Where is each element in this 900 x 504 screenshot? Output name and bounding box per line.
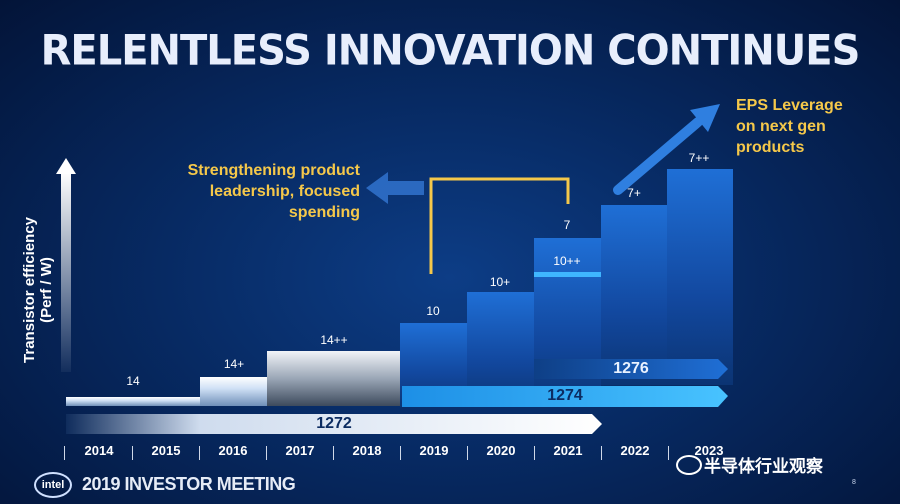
y-axis-arrow-icon bbox=[56, 158, 76, 174]
node-cap-10plusplus bbox=[534, 272, 601, 277]
event-name: 2019 INVESTOR MEETING bbox=[82, 474, 296, 494]
year-separator bbox=[132, 446, 133, 460]
year-label: 2016 bbox=[218, 443, 248, 458]
node-label-14: 14 bbox=[126, 374, 140, 388]
node-bar-7plus bbox=[601, 205, 667, 385]
year-label: 2015 bbox=[151, 443, 181, 458]
wechat-icon bbox=[676, 455, 702, 475]
roadmap-arrow-1272 bbox=[66, 414, 602, 434]
page-number: 8 bbox=[852, 479, 856, 486]
node-bar-14plus bbox=[200, 377, 268, 406]
annotation-right-line: products bbox=[736, 139, 805, 156]
up-right-arrow-icon bbox=[613, 104, 720, 195]
year-label: 2022 bbox=[620, 443, 650, 458]
left-arrow-icon bbox=[366, 172, 424, 204]
year-separator bbox=[400, 446, 401, 460]
roadmap-label-1276: 1276 bbox=[613, 360, 649, 377]
annotation-left-line: spending bbox=[288, 204, 360, 221]
node-bar-14plusplus bbox=[267, 351, 400, 406]
year-separator bbox=[601, 446, 602, 460]
node-label-7plus: 7+ bbox=[627, 186, 641, 200]
y-axis-label-line2: (Perf / W) bbox=[38, 257, 55, 323]
annotation-left: Strengthening product leadership, focuse… bbox=[150, 160, 360, 223]
annotation-left-line: Strengthening product bbox=[187, 162, 360, 179]
node-label-7: 7 bbox=[563, 218, 571, 232]
year-separator bbox=[534, 446, 535, 460]
intel-logo: intel bbox=[34, 472, 72, 498]
year-label: 2019 bbox=[419, 443, 449, 458]
node-label-10plusplus: 10++ bbox=[553, 254, 581, 268]
year-separator bbox=[64, 446, 65, 460]
year-label: 2023 bbox=[694, 443, 724, 458]
roadmap-arrow-1274 bbox=[402, 386, 728, 407]
year-label: 2020 bbox=[486, 443, 516, 458]
year-label: 2021 bbox=[553, 443, 583, 458]
node-label-7plusplus: 7++ bbox=[688, 151, 710, 165]
annotation-right: EPS Leverage on next gen products bbox=[736, 95, 896, 158]
node-bar-14 bbox=[66, 397, 200, 406]
y-axis-label-line1: Transistor efficiency bbox=[21, 217, 38, 363]
node-bar-7plusplus bbox=[667, 169, 733, 385]
yellow-bracket bbox=[429, 177, 570, 274]
annotation-right-line: EPS Leverage bbox=[736, 97, 843, 114]
annotation-left-line: leadership, focused bbox=[209, 183, 360, 200]
year-label: 2017 bbox=[285, 443, 315, 458]
roadmap-arrow-1276 bbox=[534, 359, 728, 379]
year-separator bbox=[467, 446, 468, 460]
watermark-text: 半导体行业观察 bbox=[704, 457, 823, 476]
y-axis-label: Transistor efficiency (Perf / W) bbox=[21, 205, 55, 375]
node-label-10plus: 10+ bbox=[489, 275, 511, 289]
year-axis: 2014 2015 2016 2017 2018 2019 2020 2021 … bbox=[64, 443, 740, 465]
node-label-14plus: 14+ bbox=[223, 357, 245, 371]
year-separator bbox=[199, 446, 200, 460]
year-separator bbox=[668, 446, 669, 460]
year-label: 2018 bbox=[352, 443, 382, 458]
annotation-right-line: on next gen bbox=[736, 118, 826, 135]
year-label: 2014 bbox=[84, 443, 114, 458]
node-label-10: 10 bbox=[426, 304, 440, 318]
page-title: RELENTLESS INNOVATION CONTINUES bbox=[40, 26, 861, 76]
roadmap-label-1272: 1272 bbox=[316, 415, 352, 432]
year-separator bbox=[333, 446, 334, 460]
node-label-14plusplus: 14++ bbox=[320, 333, 348, 347]
year-separator bbox=[266, 446, 267, 460]
y-axis-arrow-shaft bbox=[61, 172, 71, 372]
roadmap-label-1274: 1274 bbox=[547, 387, 583, 404]
